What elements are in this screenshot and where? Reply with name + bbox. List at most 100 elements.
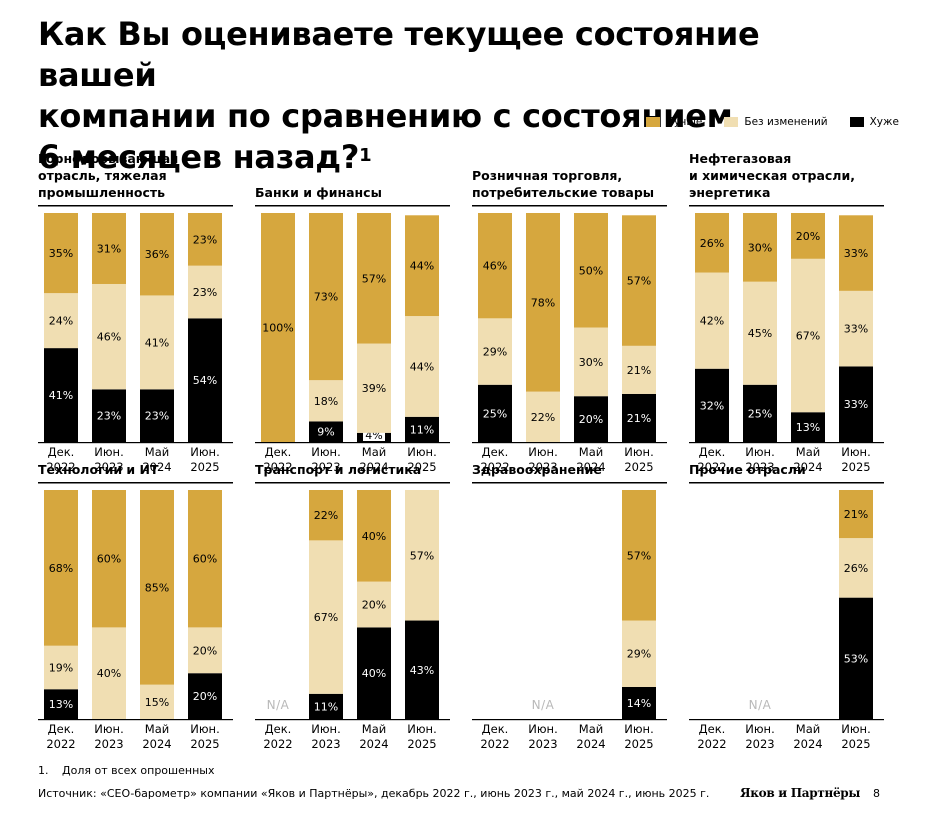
- chart-panel-oilgas: Дек.202232%42%26%Июн.202325%45%30%Май202…: [689, 205, 884, 474]
- bar-segment-better: [92, 213, 126, 284]
- data-label: 26%: [700, 237, 724, 250]
- data-label: 67%: [796, 330, 820, 343]
- category-label: Май: [579, 722, 603, 736]
- category-label: Дек.: [48, 445, 75, 459]
- data-label: 67%: [314, 611, 338, 624]
- bar-segment-unchanged: [695, 272, 729, 369]
- bar-segment-unchanged: [526, 391, 560, 442]
- bar-segment-worse: [357, 627, 391, 719]
- legend-swatch-unchanged: [724, 117, 739, 127]
- data-label: 44%: [410, 260, 434, 273]
- category-label: 2023: [94, 460, 123, 474]
- panel-rule: [255, 482, 450, 484]
- category-label: 2025: [190, 460, 219, 474]
- bar-segment-unchanged: [188, 627, 222, 674]
- bar-segment-better: [140, 490, 174, 685]
- data-label: 20%: [579, 413, 603, 426]
- category-label: 2022: [480, 460, 509, 474]
- category-label: Дек.: [482, 722, 509, 736]
- bar-segment-better: [188, 490, 222, 628]
- bar-segment-better: [44, 490, 78, 646]
- bar-segment-worse: [478, 384, 512, 442]
- data-label: 14%: [627, 697, 651, 710]
- bar-segment-better: [526, 213, 560, 392]
- data-label: 36%: [145, 248, 169, 261]
- panel-title-banks: Банки и финансы: [255, 185, 382, 200]
- category-label: Дек.: [699, 445, 726, 459]
- data-label: 23%: [193, 233, 217, 246]
- bar-segment-worse: [622, 686, 656, 719]
- category-label: 2024: [576, 737, 605, 751]
- bar-segment-unchanged: [357, 343, 391, 433]
- data-label: 73%: [314, 291, 338, 304]
- bar-segment-unchanged: [622, 345, 656, 394]
- category-label: 2025: [190, 737, 219, 751]
- data-label: 21%: [627, 364, 651, 377]
- category-label: Июн.: [190, 722, 219, 736]
- category-label: Май: [362, 722, 386, 736]
- panel-title-other: Прочие отрасли: [689, 462, 806, 477]
- category-label: 2024: [142, 460, 171, 474]
- data-label: 9%: [317, 426, 334, 439]
- category-label: Июн.: [190, 445, 219, 459]
- legend-item-better: Лучше: [646, 116, 702, 128]
- data-label: 60%: [193, 553, 217, 566]
- panel-baseline: [38, 719, 233, 721]
- category-label: 2024: [359, 460, 388, 474]
- data-label: 44%: [410, 360, 434, 373]
- data-label: 13%: [796, 421, 820, 434]
- category-label: 2022: [263, 737, 292, 751]
- na-label: N/A: [532, 698, 555, 712]
- panel-title-oilgas: Нефтегазовая и химическая отрасли, энерг…: [689, 151, 855, 200]
- bar-segment-worse: [140, 389, 174, 442]
- brand-logo: Яков и Партнёры: [740, 786, 861, 800]
- category-label: 2023: [94, 737, 123, 751]
- category-label: Июн.: [407, 445, 436, 459]
- bar-segment-worse: [188, 673, 222, 719]
- category-label: Июн.: [624, 722, 653, 736]
- panel-title-health: Здравоохранение: [472, 462, 602, 477]
- panel-rule: [38, 482, 233, 484]
- category-label: 2023: [528, 737, 557, 751]
- bar-segment-better: [309, 213, 343, 381]
- data-label: 43%: [410, 664, 434, 677]
- panel-rule: [472, 205, 667, 207]
- data-label: 33%: [844, 398, 868, 411]
- bar-segment-better: [622, 215, 656, 346]
- data-label: 19%: [49, 661, 73, 674]
- category-label: 2023: [528, 460, 557, 474]
- data-label: 57%: [410, 549, 434, 562]
- title-line-1: Как Вы оцениваете текущее состояние ваше…: [38, 15, 760, 94]
- bar-segment-worse: [839, 366, 873, 442]
- bar-segment-unchanged: [743, 281, 777, 385]
- category-label: 2025: [624, 460, 653, 474]
- chart-panel-health: Дек.2022N/AИюн.2023Май2024Июн.202514%29%…: [472, 482, 667, 751]
- data-label: 33%: [844, 323, 868, 336]
- data-label: 25%: [748, 407, 772, 420]
- chart-panel-mining: Дек.202241%24%35%Июн.202323%46%31%Май202…: [38, 205, 233, 474]
- panel-baseline: [255, 442, 450, 444]
- data-label: 23%: [97, 410, 121, 423]
- category-label: 2025: [407, 460, 436, 474]
- chart-panel-transport: Дек.2022N/AИюн.202311%67%22%Май202440%20…: [255, 482, 450, 751]
- bar-segment-better: [839, 215, 873, 291]
- category-label: 2023: [745, 737, 774, 751]
- category-label: 2025: [624, 737, 653, 751]
- data-label: 21%: [627, 412, 651, 425]
- category-label: Июн.: [528, 445, 557, 459]
- data-label: 54%: [193, 374, 217, 387]
- bar-segment-worse: [309, 693, 343, 719]
- legend-label-worse: Хуже: [869, 116, 899, 128]
- bar-segment-worse: [622, 393, 656, 442]
- data-label: 60%: [97, 553, 121, 566]
- bar-segment-better: [405, 215, 439, 317]
- panel-rule: [472, 482, 667, 484]
- category-label: Июн.: [311, 445, 340, 459]
- data-label: 13%: [49, 698, 73, 711]
- data-label: 20%: [193, 644, 217, 657]
- category-label: Июн.: [407, 722, 436, 736]
- category-label: Май: [796, 722, 820, 736]
- category-label: Дек.: [48, 722, 75, 736]
- data-label: 40%: [362, 667, 386, 680]
